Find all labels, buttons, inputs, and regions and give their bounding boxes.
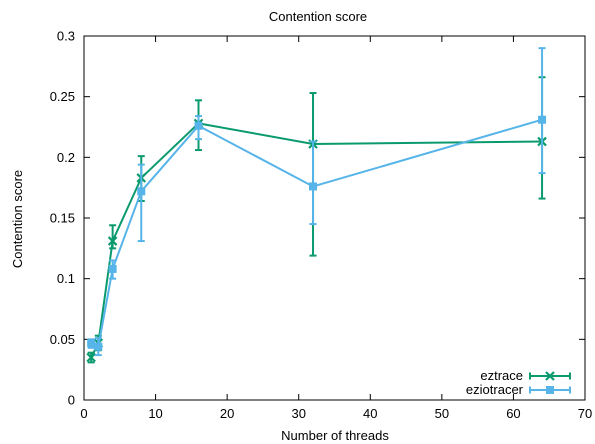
y-tick-label: 0.25 — [50, 89, 75, 104]
data-point — [107, 236, 118, 246]
error-bar — [538, 47, 546, 175]
y-axis-label: Contention score — [10, 170, 25, 268]
x-tick-label: 50 — [435, 406, 449, 421]
data-point — [538, 115, 547, 124]
x-tick-label: 20 — [220, 406, 234, 421]
error-bar — [137, 163, 145, 243]
x-tick-label: 30 — [291, 406, 305, 421]
x-tick-label: 0 — [80, 406, 87, 421]
legend-label-eziotracer: eziotracer — [466, 382, 524, 397]
y-tick-label: 0.15 — [50, 211, 75, 226]
y-tick-label: 0.1 — [57, 271, 75, 286]
series-eztrace — [86, 76, 547, 364]
x-tick-label: 10 — [148, 406, 162, 421]
data-point — [108, 264, 117, 273]
series-layer — [86, 47, 547, 364]
chart-title: Contention score — [269, 9, 367, 24]
legend-marker — [546, 386, 554, 394]
legend-marker — [545, 371, 555, 381]
error-bar — [109, 224, 117, 250]
y-tick-label: 0.05 — [50, 332, 75, 347]
data-point — [86, 352, 96, 363]
series-eziotracer — [87, 47, 547, 357]
x-tick-label: 60 — [506, 406, 520, 421]
data-point — [94, 342, 103, 351]
y-tick-label: 0.2 — [57, 150, 75, 165]
series-line — [90, 122, 543, 358]
legend-label-eztrace: eztrace — [480, 368, 523, 383]
data-point — [194, 121, 203, 130]
legend-swatches — [529, 371, 571, 394]
legend-swatch — [529, 371, 571, 381]
x-axis-label: Number of threads — [281, 428, 389, 443]
series-line — [90, 118, 543, 349]
plot-frame — [83, 35, 586, 401]
legend: eztrace eziotracer — [466, 368, 571, 397]
x-tick-label: 70 — [578, 406, 592, 421]
x-tick-label: 40 — [363, 406, 377, 421]
y-tick-label: 0 — [68, 393, 75, 408]
data-point — [137, 187, 146, 196]
y-tick-label: 0.3 — [57, 29, 75, 44]
axis-ticks: 0 10 20 30 40 50 60 70 0 0.05 0.1 0.15 0.2 0.25 0.3 — [50, 29, 593, 422]
data-point — [87, 338, 96, 347]
data-point — [309, 182, 318, 191]
legend-swatch — [529, 386, 571, 394]
